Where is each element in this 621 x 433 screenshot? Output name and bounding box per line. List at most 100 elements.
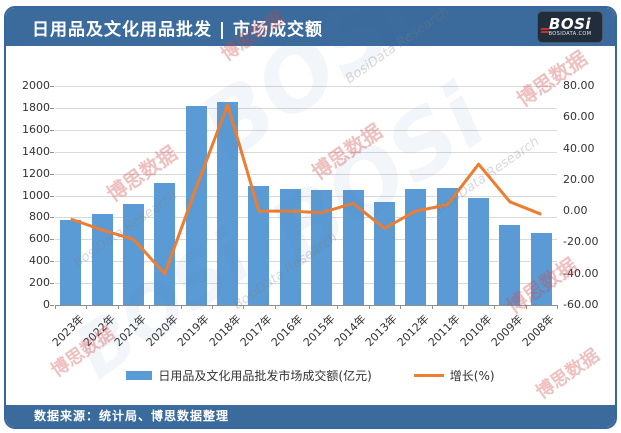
left-axis-tick-label: 1000 — [22, 188, 50, 202]
x-axis-tickmark — [368, 305, 370, 309]
gridline — [55, 151, 557, 153]
bar-2018年 — [217, 101, 239, 305]
x-axis-tickmark — [494, 305, 496, 309]
gridline — [55, 173, 557, 175]
x-axis-tickmark — [557, 305, 558, 309]
bosi-logo: BOSi BOSIDATA.COM — [537, 11, 603, 43]
data-source-text: 数据来源：统计局、博思数据整理 — [34, 409, 230, 423]
bar-2015年 — [311, 190, 333, 305]
right-axis-tick-label: 20.00 — [563, 172, 595, 186]
left-axis-tick-label: 1800 — [22, 100, 50, 114]
bar-2019年 — [185, 105, 207, 305]
left-axis-tick-label: 400 — [29, 254, 50, 268]
logo-slash-decoration — [540, 27, 550, 33]
legend-item-line: 增长(%) — [413, 367, 495, 384]
legend-item-bar: 日用品及文化用品批发市场成交额(亿元) — [126, 367, 372, 384]
gridline — [55, 283, 557, 285]
x-axis-tickmark — [431, 305, 433, 309]
x-axis-label-2015年: 2015年 — [300, 312, 338, 350]
x-axis-label-2014年: 2014年 — [331, 312, 369, 350]
left-axis-tick-label: 1200 — [22, 166, 50, 180]
legend-swatch-bar — [126, 371, 153, 380]
right-axis-tick-label: -40.00 — [563, 266, 599, 280]
chart-card: 日用品及文化用品批发 | 市场成交额 BOSi BOSIDATA.COM 0 20… — [4, 6, 617, 429]
bar-2020年 — [154, 183, 176, 305]
left-axis-tickmark — [50, 239, 54, 241]
bar-2013年 — [373, 201, 395, 305]
page-title: 日用品及文化用品批发 | 市场成交额 — [32, 19, 324, 40]
x-axis-label-2009年: 2009年 — [488, 312, 526, 350]
x-axis-tickmark — [180, 305, 182, 309]
x-axis-label-2012年: 2012年 — [394, 312, 432, 350]
bar-2010年 — [468, 197, 490, 305]
left-axis-tick-label: 800 — [29, 210, 50, 224]
x-axis-tickmark — [243, 305, 245, 309]
gridline — [55, 239, 557, 241]
header-bar: 日用品及文化用品批发 | 市场成交额 BOSi BOSIDATA.COM — [6, 8, 615, 46]
x-axis-tickmark — [55, 305, 56, 309]
bar-2014年 — [342, 190, 364, 305]
bar-2017年 — [248, 186, 270, 305]
left-axis-tickmark — [50, 305, 54, 306]
left-axis-tickmark — [50, 261, 54, 263]
x-axis-tickmark — [306, 305, 307, 309]
gridline — [55, 129, 557, 131]
left-axis-tick-label: 0 — [43, 298, 50, 311]
right-axis-tick-label: -20.00 — [563, 235, 599, 249]
growth-line-series — [70, 103, 542, 276]
x-axis-label-2013年: 2013年 — [363, 312, 401, 350]
x-axis-label-2008年: 2008年 — [520, 312, 557, 350]
bar-2022年 — [91, 214, 113, 305]
x-axis-label-2023年: 2023年 — [49, 312, 87, 350]
x-axis-label-2011年: 2011年 — [426, 312, 463, 350]
left-axis-tick-label: 2000 — [22, 79, 50, 92]
bar-2012年 — [405, 189, 427, 305]
left-axis-tickmark — [50, 86, 54, 87]
gridline — [55, 195, 557, 197]
growth-line — [70, 103, 542, 276]
x-axis-label-2021年: 2021年 — [112, 312, 150, 350]
x-axis-label-2020年: 2020年 — [143, 312, 181, 350]
bar-2023年 — [60, 219, 82, 305]
x-axis-label-2019年: 2019年 — [175, 312, 212, 350]
bar-2008年 — [530, 233, 552, 305]
right-axis-tick-label: 60.00 — [563, 110, 595, 124]
gridline — [55, 217, 557, 219]
x-axis-label-2022年: 2022年 — [80, 312, 118, 350]
left-axis-tickmark — [50, 173, 54, 175]
left-axis-tick-label: 1600 — [22, 122, 50, 136]
legend-label-bar: 日用品及文化用品批发市场成交额(亿元) — [158, 369, 372, 383]
x-axis-tickmark — [117, 305, 119, 309]
bar-2009年 — [499, 225, 521, 305]
right-axis-tick-label: 40.00 — [563, 141, 595, 155]
left-axis-tick-label: 600 — [29, 232, 50, 246]
x-axis-tickmark — [211, 305, 213, 309]
x-axis-tickmark — [462, 305, 464, 309]
x-axis-tickmark — [86, 305, 88, 309]
left-axis-tickmark — [50, 283, 54, 285]
x-axis-label-2016年: 2016年 — [269, 312, 306, 350]
left-axis-tick-label: 200 — [29, 276, 50, 290]
gridline — [55, 86, 557, 87]
x-axis-label-2017年: 2017年 — [237, 312, 275, 350]
right-axis-tick-label: 0.00 — [563, 204, 588, 218]
left-axis-tickmark — [50, 217, 54, 219]
gridline — [55, 107, 557, 109]
left-axis-tickmark — [50, 151, 54, 153]
bar-2016年 — [279, 189, 301, 305]
left-axis-tickmark — [50, 195, 54, 197]
x-axis-tickmark — [337, 305, 339, 309]
x-axis-tickmark — [525, 305, 527, 309]
logo-brand-text: BOSi — [548, 15, 592, 33]
footer-bar: 数据来源：统计局、博思数据整理 — [6, 405, 615, 427]
gridline — [55, 261, 557, 263]
left-axis-tick-label: 1400 — [22, 144, 50, 158]
legend-label-line: 增长(%) — [449, 369, 495, 383]
bar-2021年 — [122, 204, 144, 305]
x-axis-label-2018年: 2018年 — [206, 312, 244, 350]
right-axis-tick-label: -60.00 — [563, 298, 599, 311]
left-axis-tickmark — [50, 107, 54, 109]
x-axis-label-2010年: 2010年 — [457, 312, 495, 350]
combo-chart: 0 200 400 600 800 1000 1200 1400 1600 1800 2000 -60… — [6, 46, 615, 405]
